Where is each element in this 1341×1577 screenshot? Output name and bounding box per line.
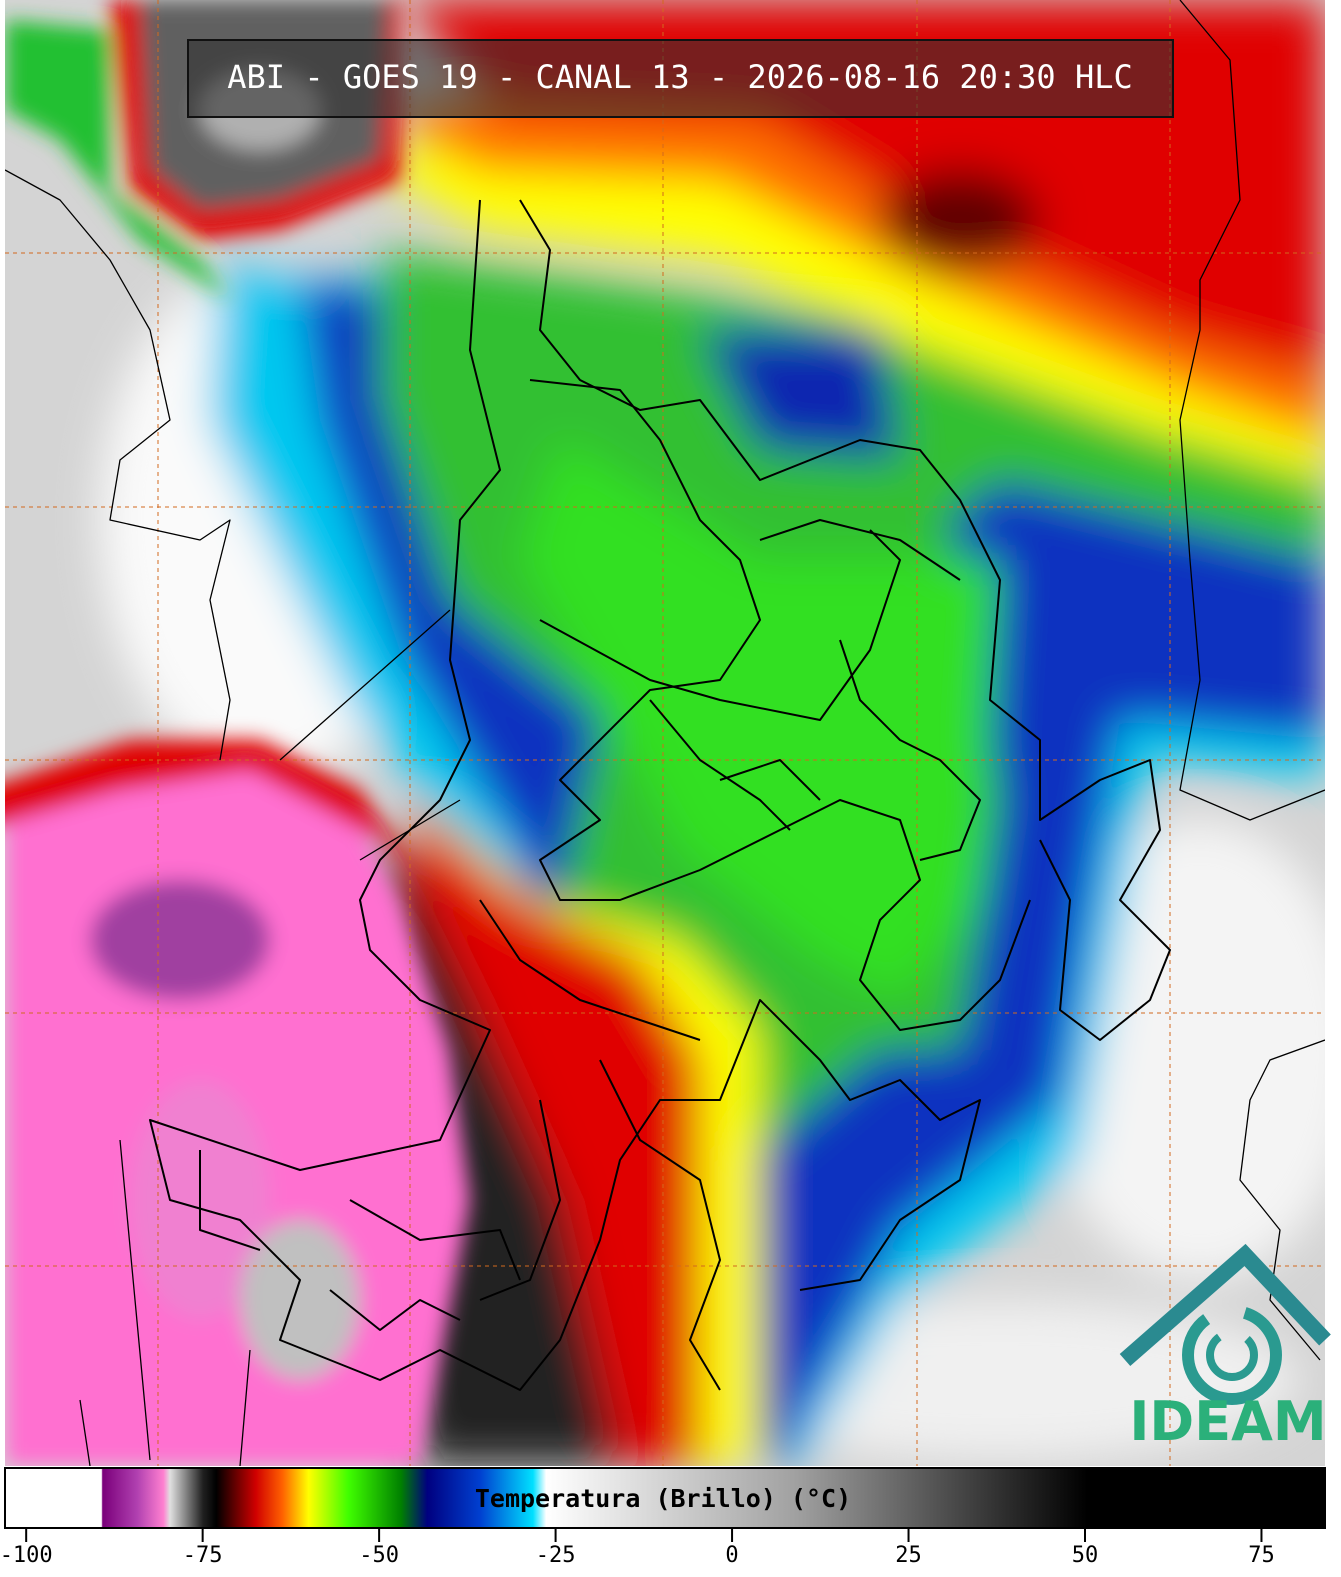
logo: IDEAM bbox=[1119, 1243, 1331, 1453]
satellite-map bbox=[5, 0, 1325, 1466]
graticule bbox=[5, 0, 1325, 1466]
tick-label: -25 bbox=[536, 1543, 576, 1568]
colorbar-label: Temperatura (Brillo) (°C) bbox=[475, 1484, 851, 1513]
boundaries bbox=[5, 0, 1325, 1466]
tick-label: -50 bbox=[359, 1543, 399, 1568]
tick-label: -100 bbox=[0, 1543, 53, 1568]
colorbar-ticks: -100 -75 -50 -25 0 25 50 75 bbox=[0, 1528, 1275, 1568]
logo-text: IDEAM bbox=[1129, 1390, 1326, 1453]
tick-label: -75 bbox=[183, 1543, 223, 1568]
tick-label: 0 bbox=[725, 1543, 738, 1568]
colorbar bbox=[4, 1467, 1326, 1529]
tick-label: 50 bbox=[1072, 1543, 1099, 1568]
tick-label: 75 bbox=[1248, 1543, 1275, 1568]
title-box bbox=[187, 39, 1174, 118]
tick-label: 25 bbox=[895, 1543, 922, 1568]
title: ABI - GOES 19 - CANAL 13 - 2026-08-16 20… bbox=[227, 58, 1132, 96]
